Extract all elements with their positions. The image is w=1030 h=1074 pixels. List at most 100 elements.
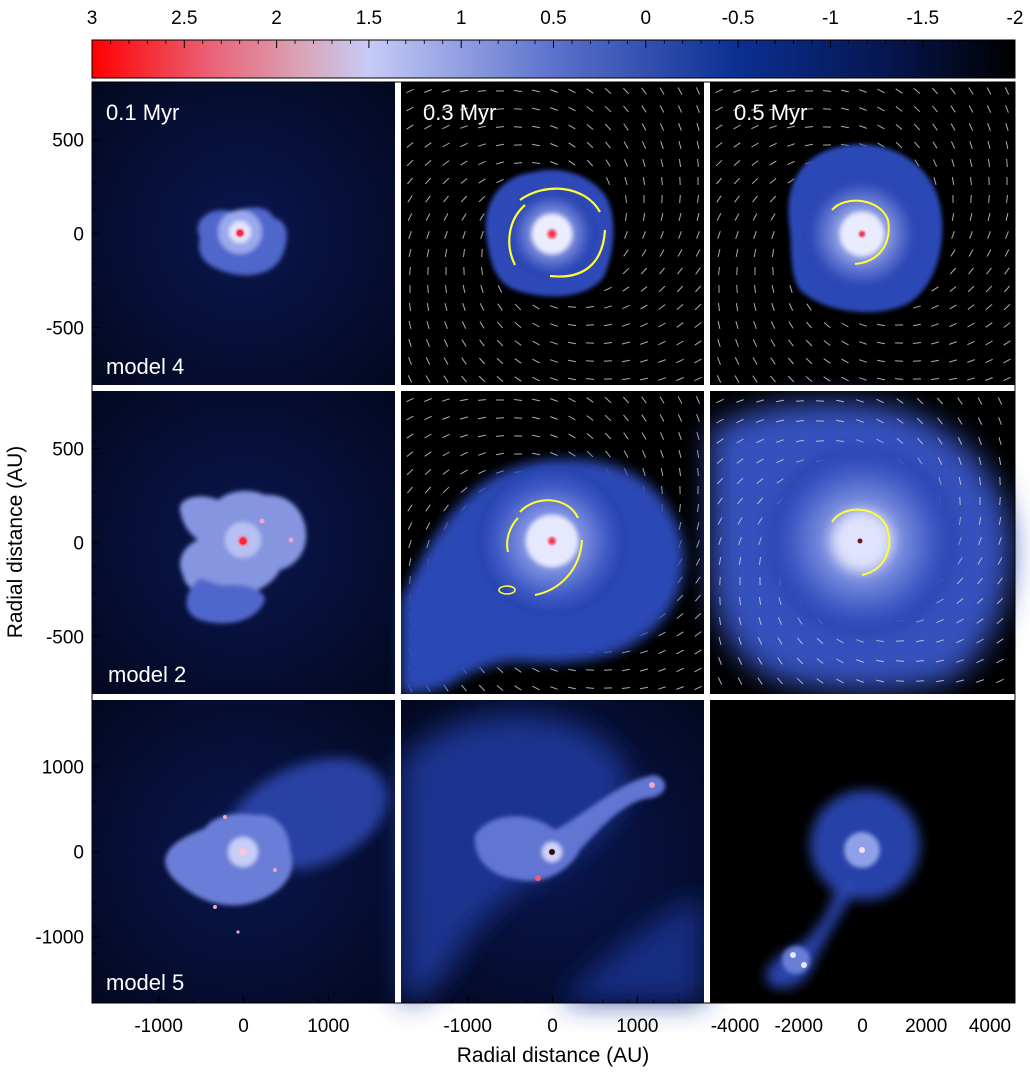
velocity-vector xyxy=(460,195,468,203)
velocity-vector xyxy=(496,470,504,474)
velocity-vector xyxy=(757,517,763,525)
velocity-vector xyxy=(460,125,468,129)
velocity-vector xyxy=(822,108,832,110)
velocity-vector xyxy=(642,213,646,221)
velocity-vector xyxy=(986,249,992,257)
velocity-vector xyxy=(937,437,943,445)
velocity-vector xyxy=(658,377,666,381)
velocity-vector xyxy=(996,597,1004,605)
velocity-vector xyxy=(931,359,939,363)
velocity-vector xyxy=(735,248,739,258)
colorbar-ticks: 3 2.5 2 1.5 1 0.5 0 -0.5 -1 -1.5 -2 xyxy=(87,8,1023,48)
axis-ticks: 500 0 -500 500 0 -500 1000 0 -1000 -1000 0 1000 -100… xyxy=(35,106,1011,1037)
velocity-vector xyxy=(477,125,487,129)
velocity-vector xyxy=(739,596,741,606)
velocity-vector xyxy=(949,322,957,328)
velocity-vector xyxy=(444,321,448,329)
velocity-vector xyxy=(917,437,923,445)
velocity-vector xyxy=(715,124,723,130)
velocity-vector xyxy=(752,213,758,221)
colorbar-tick-label: 0.5 xyxy=(540,8,566,29)
velocity-vector xyxy=(514,340,522,346)
velocity-vector xyxy=(462,303,466,311)
velocity-vector xyxy=(771,284,775,294)
velocity-vector xyxy=(978,437,982,445)
velocity-vector xyxy=(568,142,576,148)
velocity-vector xyxy=(958,476,962,486)
velocity-vector xyxy=(816,658,824,664)
velocity-vector xyxy=(757,497,763,505)
velocity-vector xyxy=(660,212,664,222)
velocity-vector xyxy=(836,658,844,664)
velocity-vector xyxy=(735,303,739,311)
velocity-vector xyxy=(957,417,963,425)
velocity-vector xyxy=(658,322,666,328)
velocity-vector xyxy=(531,416,541,420)
velocity-vector xyxy=(950,105,956,113)
velocity-vector xyxy=(624,231,628,239)
velocity-vector xyxy=(1003,303,1011,311)
velocity-vector xyxy=(788,339,794,347)
velocity-vector xyxy=(406,397,414,403)
velocity-vector xyxy=(715,106,723,112)
velocity-vector xyxy=(604,286,612,292)
velocity-vector xyxy=(998,437,1002,445)
velocity-vector xyxy=(787,160,795,166)
velocity-vector xyxy=(754,284,756,294)
velocity-vector xyxy=(406,88,414,94)
velocity-vector xyxy=(914,141,920,149)
velocity-vector xyxy=(660,450,664,458)
velocity-vector xyxy=(586,433,594,439)
velocity-vector xyxy=(641,141,647,149)
velocity-vector xyxy=(695,87,701,95)
velocity-vector xyxy=(424,451,432,457)
velocity-vector xyxy=(695,249,701,257)
velocity-vector xyxy=(605,159,611,167)
velocity-vector xyxy=(495,435,505,437)
velocity-vector xyxy=(460,469,468,475)
velocity-vector xyxy=(640,359,648,363)
velocity-vector xyxy=(955,679,965,683)
velocity-vector xyxy=(443,357,449,365)
velocity-vector xyxy=(715,142,723,148)
velocity-vector xyxy=(408,320,412,330)
x-axis-label: Radial distance (AU) xyxy=(457,1044,650,1067)
velocity-vector xyxy=(496,339,504,347)
velocity-vector xyxy=(996,618,1004,624)
velocity-vector xyxy=(816,678,824,684)
velocity-vector xyxy=(916,639,924,643)
velocity-vector xyxy=(1003,358,1011,364)
velocity-vector xyxy=(718,266,720,276)
velocity-vector xyxy=(639,686,649,690)
velocity-vector xyxy=(603,342,613,344)
velocity-vector xyxy=(936,598,944,604)
colorbar-tick-label: 1 xyxy=(456,8,467,29)
velocity-vector xyxy=(695,267,701,275)
velocity-vector xyxy=(621,378,631,380)
velocity-vector xyxy=(1003,322,1011,328)
velocity-vector xyxy=(679,194,681,204)
velocity-vector xyxy=(408,540,412,548)
velocity-vector xyxy=(677,267,683,275)
velocity-vector xyxy=(876,377,886,381)
velocity-vector xyxy=(642,177,646,185)
velocity-vector xyxy=(586,141,594,149)
velocity-vector xyxy=(805,357,813,365)
x-tick-label: -4000 xyxy=(711,1016,760,1037)
velocity-vector xyxy=(877,142,885,148)
velocity-vector xyxy=(841,340,849,346)
velocity-vector xyxy=(532,667,540,673)
velocity-vector xyxy=(717,357,721,365)
velocity-vector xyxy=(568,88,576,94)
velocity-vector xyxy=(997,397,1003,405)
velocity-vector xyxy=(998,537,1002,545)
velocity-vector xyxy=(737,677,743,685)
velocity-vector xyxy=(876,323,886,327)
velocity-vector xyxy=(481,266,483,276)
velocity-vector xyxy=(985,304,993,310)
velocity-vector xyxy=(806,303,812,311)
velocity-vector xyxy=(550,686,558,690)
velocity-vector xyxy=(987,123,991,131)
velocity-vector xyxy=(696,414,700,422)
velocity-vector xyxy=(477,90,487,92)
